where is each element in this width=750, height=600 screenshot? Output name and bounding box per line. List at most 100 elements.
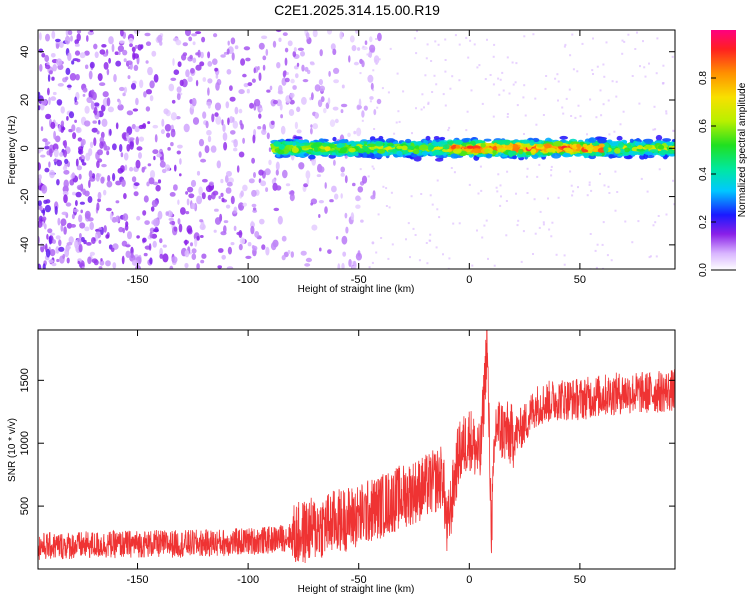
noise-speck: [67, 52, 72, 61]
noise-speck: [144, 32, 151, 37]
noise-speck: [39, 32, 42, 41]
snr-x-tick-label: -150: [127, 574, 149, 586]
noise-speck: [227, 117, 230, 126]
noise-speck: [78, 173, 82, 180]
signal-cell: [346, 141, 352, 145]
faint-speck: [545, 75, 548, 77]
faint-speck: [662, 64, 665, 67]
faint-speck: [397, 110, 400, 113]
noise-speck: [74, 50, 81, 56]
faint-speck: [481, 102, 484, 105]
noise-speck: [198, 151, 202, 158]
noise-speck: [52, 91, 57, 96]
faint-speck: [429, 194, 432, 197]
noise-speck: [164, 164, 171, 172]
signal-cell: [273, 141, 281, 147]
faint-speck: [648, 256, 651, 259]
faint-speck: [569, 170, 572, 173]
signal-cell: [377, 148, 386, 154]
faint-speck: [497, 173, 500, 176]
noise-speck: [69, 73, 77, 81]
signal-cell: [432, 142, 442, 146]
noise-speck: [268, 159, 272, 166]
noise-speck: [225, 174, 229, 183]
noise-speck: [120, 30, 124, 37]
noise-speck: [214, 67, 219, 72]
faint-speck: [524, 114, 527, 117]
signal-cell: [497, 139, 507, 145]
faint-speck: [436, 208, 439, 211]
faint-speck: [655, 255, 658, 258]
noise-speck: [75, 127, 82, 134]
noise-speck: [370, 195, 376, 200]
noise-speck: [226, 48, 230, 55]
noise-speck: [273, 207, 280, 212]
noise-speck: [105, 234, 110, 239]
faint-speck: [662, 82, 665, 84]
noise-speck: [80, 159, 85, 163]
noise-speck: [88, 148, 93, 157]
faint-speck: [577, 186, 579, 189]
noise-speck: [214, 208, 219, 212]
signal-cell: [637, 145, 643, 150]
noise-speck: [296, 106, 301, 113]
noise-speck: [79, 201, 85, 205]
noise-speck: [243, 46, 251, 51]
faint-speck: [375, 59, 377, 62]
faint-speck: [673, 203, 675, 206]
noise-speck: [233, 225, 237, 231]
noise-speck: [122, 49, 128, 56]
noise-speck: [97, 198, 101, 203]
noise-speck: [341, 262, 345, 269]
noise-speck: [130, 83, 137, 90]
noise-speck: [89, 221, 94, 231]
noise-speck: [105, 207, 112, 212]
noise-speck: [55, 58, 63, 66]
noise-speck: [245, 57, 251, 62]
faint-speck: [380, 237, 383, 239]
noise-speck: [333, 159, 336, 166]
faint-speck: [516, 224, 519, 227]
noise-speck: [361, 110, 365, 118]
noise-speck: [353, 61, 359, 66]
noise-speck: [62, 140, 66, 146]
noise-speck: [42, 216, 47, 222]
noise-speck: [186, 198, 190, 206]
noise-speck: [130, 252, 134, 259]
noise-speck: [148, 243, 152, 251]
noise-speck: [131, 176, 137, 183]
faint-speck: [411, 132, 413, 135]
noise-speck: [159, 41, 163, 46]
noise-speck: [215, 82, 220, 91]
noise-speck: [181, 54, 187, 61]
noise-speck: [258, 169, 264, 176]
faint-speck: [649, 255, 652, 258]
faint-speck: [586, 133, 588, 136]
noise-speck: [337, 263, 341, 269]
noise-speck: [38, 162, 41, 171]
noise-speck: [195, 31, 202, 35]
signal-cell: [658, 149, 668, 155]
noise-speck: [91, 237, 96, 244]
signal-cell: [362, 152, 368, 158]
noise-speck: [247, 82, 253, 87]
colorbar-ticks: 0.0 0.2 0.4 0.6 0.8: [698, 71, 736, 277]
noise-speck: [151, 50, 157, 57]
noise-speck: [79, 222, 86, 229]
noise-speck: [74, 96, 77, 103]
noise-speck: [225, 101, 230, 109]
noise-speck: [153, 218, 159, 227]
noise-speck: [76, 165, 82, 171]
faint-speck: [595, 116, 598, 119]
noise-speck: [80, 209, 83, 214]
noise-speck: [324, 206, 328, 214]
noise-speck: [261, 129, 267, 136]
noise-speck: [81, 138, 86, 146]
noise-speck: [195, 79, 199, 87]
faint-speck: [547, 197, 549, 200]
faint-speck: [452, 222, 455, 225]
faint-speck: [572, 190, 575, 193]
faint-speck: [579, 115, 582, 118]
noise-speck: [275, 161, 280, 171]
noise-speck: [333, 67, 340, 74]
